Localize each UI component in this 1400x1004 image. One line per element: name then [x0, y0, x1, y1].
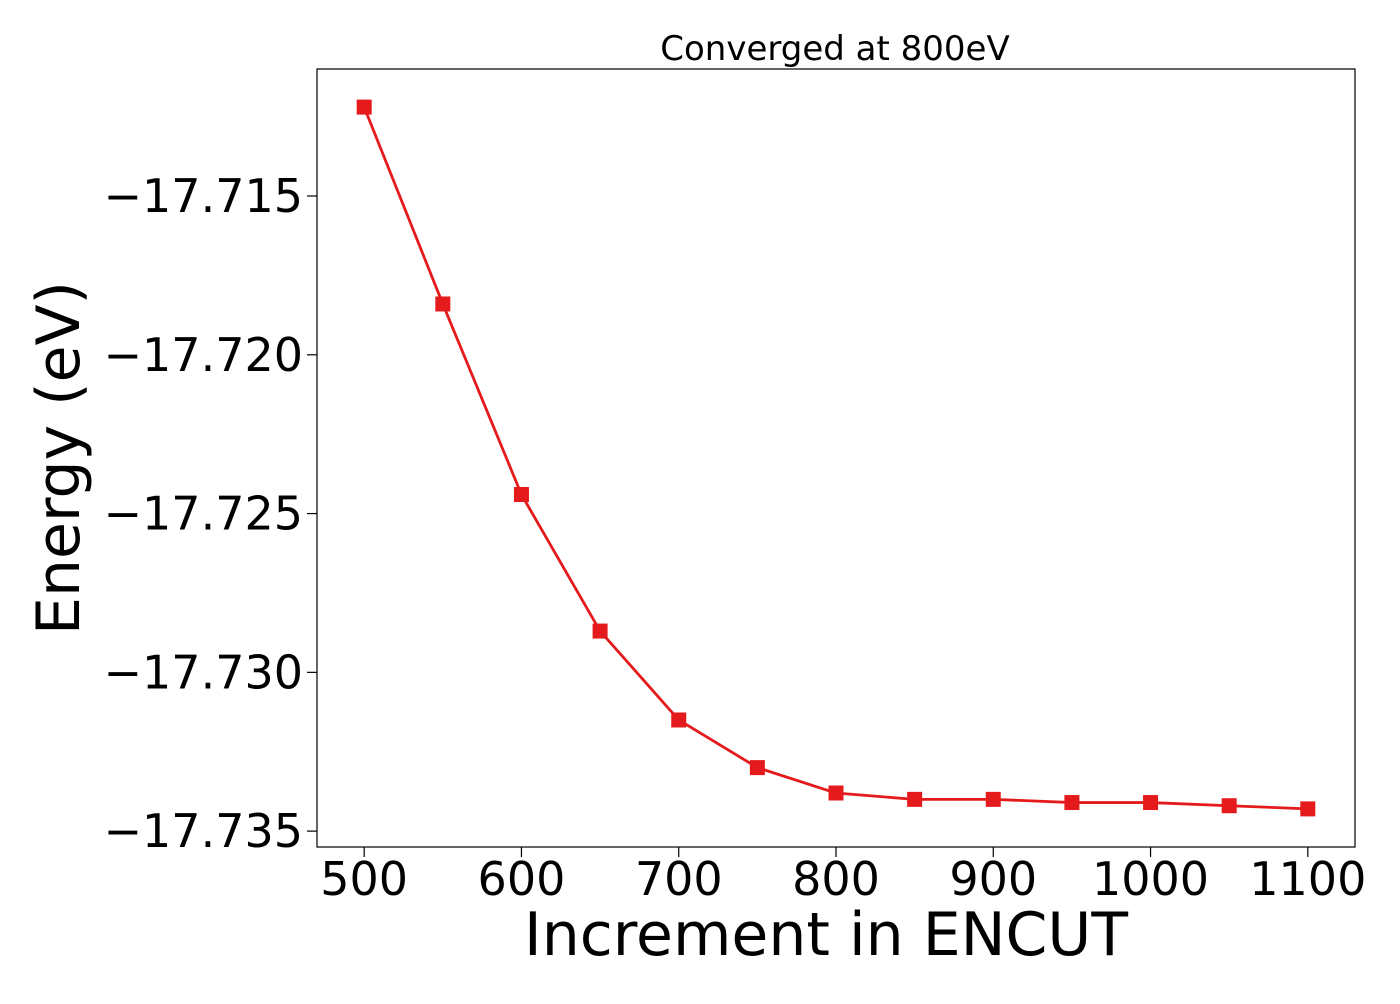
y-tick-label: −17.735: [104, 804, 304, 858]
x-tick-label: 900: [949, 852, 1037, 906]
data-point-marker: [1143, 795, 1159, 811]
chart-title: Converged at 800eV: [660, 29, 1009, 69]
x-axis-label: Increment in ENCUT: [524, 900, 1128, 970]
data-point-marker: [671, 712, 687, 728]
y-axis-label: Energy (eV): [24, 281, 94, 635]
y-tick-label: −17.730: [104, 645, 304, 699]
data-point-marker: [592, 623, 608, 639]
data-point-marker: [828, 785, 844, 801]
x-tick-label: 800: [792, 852, 880, 906]
y-axis: −17.715 −17.720 −17.725 −17.730 −17.735: [104, 169, 317, 858]
data-point-marker: [1064, 795, 1080, 811]
plot-area-frame: [316, 68, 1356, 848]
x-tick-label: 500: [320, 852, 408, 906]
x-tick-label: 1000: [1092, 852, 1209, 906]
data-point-marker: [1221, 798, 1237, 814]
data-point-marker: [1300, 801, 1316, 817]
data-point-marker: [356, 99, 372, 115]
y-tick-label: −17.715: [104, 169, 304, 223]
energy-series-line: [362, 106, 1308, 811]
y-tick-label: −17.720: [104, 328, 304, 382]
data-point-marker: [985, 791, 1001, 807]
energy-series-markers: [356, 99, 1316, 817]
x-tick-label: 700: [635, 852, 723, 906]
x-tick-label: 600: [478, 852, 566, 906]
x-tick-label: 1100: [1249, 852, 1366, 906]
data-point-marker: [907, 791, 923, 807]
data-point-marker: [749, 760, 765, 776]
y-tick-label: −17.725: [104, 487, 304, 541]
data-point-marker: [513, 487, 529, 503]
x-axis: 500 600 700 800 900 1000 1100: [320, 847, 1366, 906]
data-point-marker: [435, 296, 451, 312]
